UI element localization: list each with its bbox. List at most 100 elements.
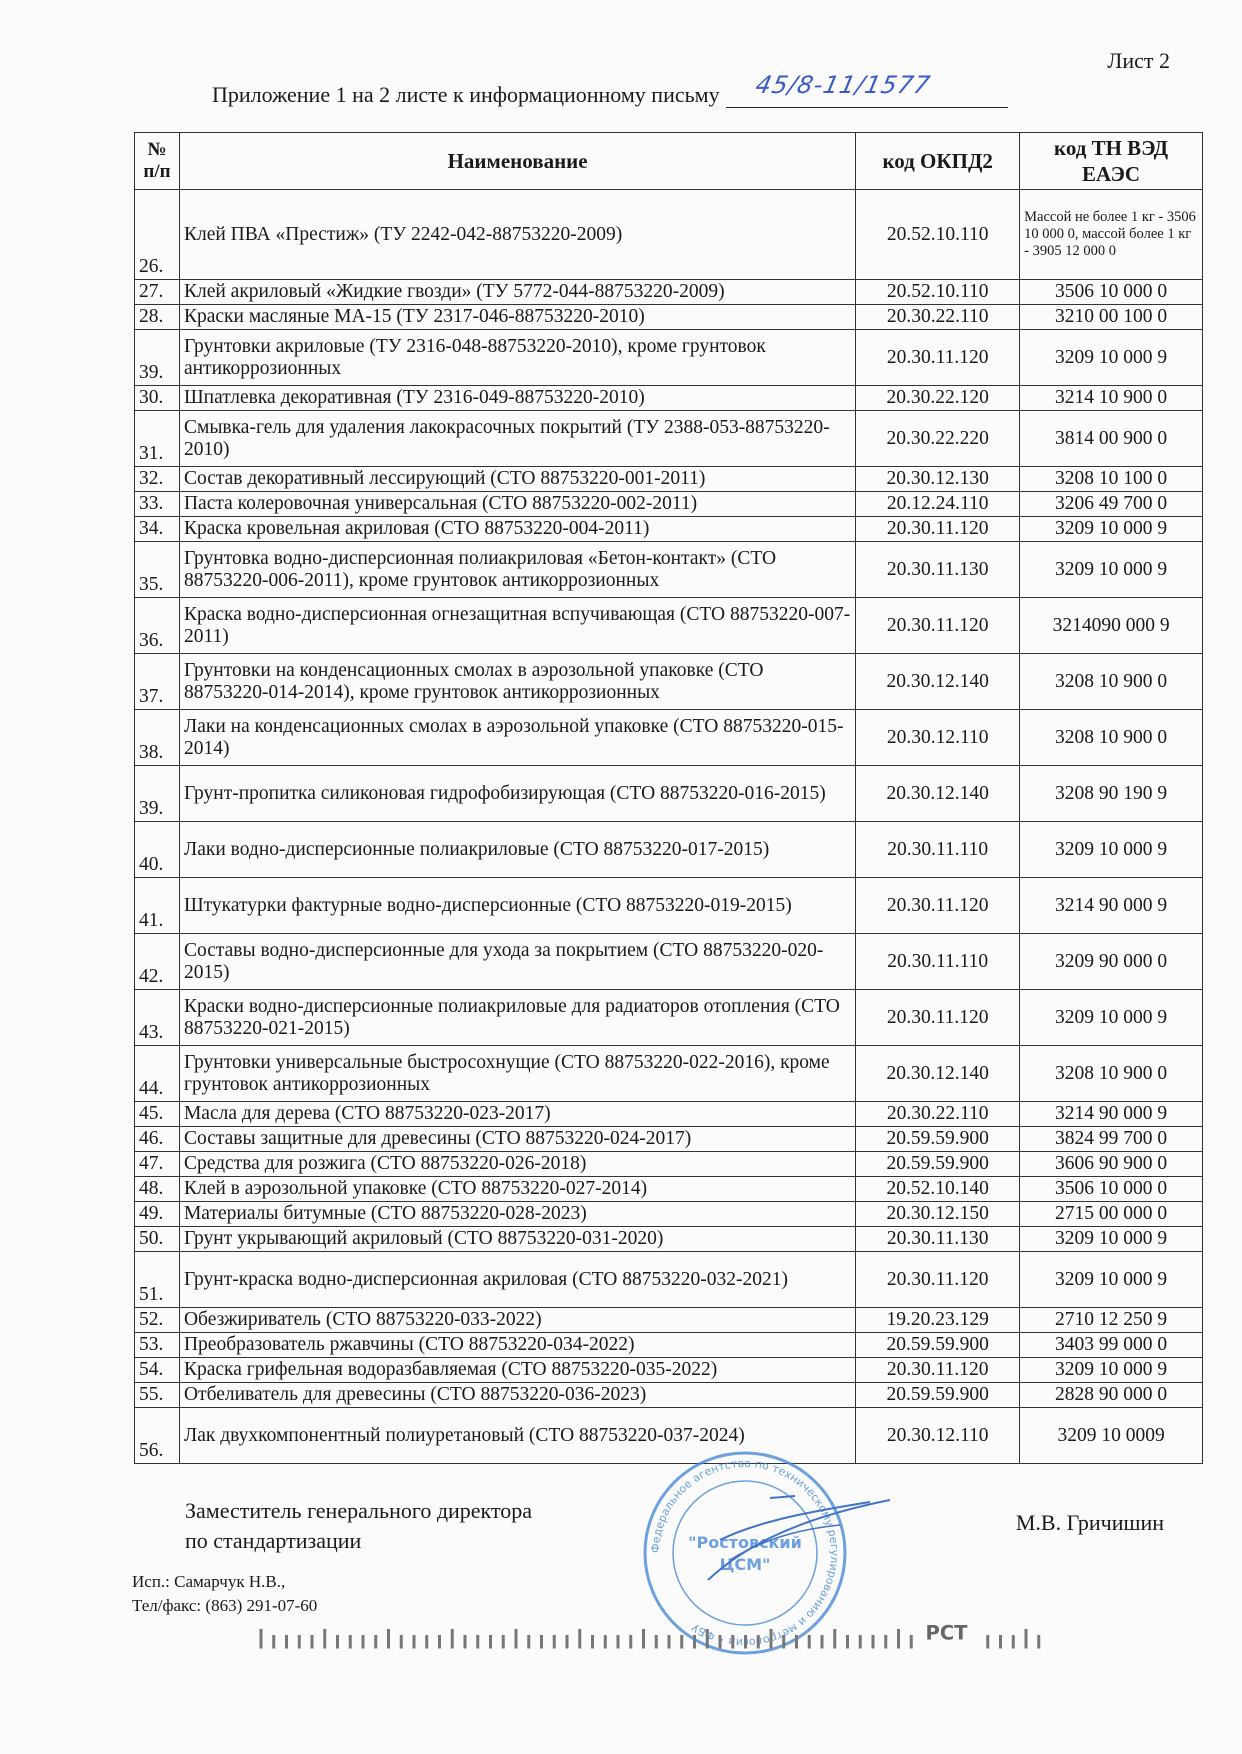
table-row: 28. Краски масляные МА-15 (ТУ 2317-046-88… [134,304,1203,330]
strip-mark [833,1629,837,1649]
strip-mark [336,1635,339,1649]
okpd2-code: 20.30.12.140 [855,765,1021,822]
strip-mark [412,1635,416,1649]
row-number: 34. [134,516,180,542]
strip-mark [616,1635,620,1649]
tnved-code: 3814 00 900 0 [1019,410,1203,467]
strip-mark [999,1635,1002,1649]
row-number: 32. [134,466,180,492]
product-name: Клей в аэрозольной упаковке (СТО 8875322… [178,1176,857,1202]
strip-mark [693,1635,696,1649]
table-row: 44. Грунтовки универсальные быстросохнущи… [134,1045,1203,1102]
row-number: 48. [134,1176,180,1202]
tnved-code: 2828 90 000 0 [1019,1382,1203,1408]
strip-mark [374,1635,378,1649]
strip-mark [348,1635,352,1649]
tnved-code: 3506 10 000 0 [1019,279,1203,305]
tnved-code: 3214090 000 9 [1019,597,1203,654]
row-number: 37. [134,653,180,710]
sheet-number: Лист 2 [1107,48,1170,73]
tnved-code: 3214 10 900 0 [1019,385,1203,411]
tnved-code: 3214 90 000 9 [1019,1101,1203,1127]
okpd2-code: 20.30.12.110 [855,1407,1021,1464]
row-number: 36. [134,597,180,654]
tnved-code: 3206 49 700 0 [1019,491,1203,517]
product-name: Грунтовки акриловые (ТУ 2316-048-8875322… [178,329,857,386]
table-row: 39. Грунт-пропитка силиконовая гидрофобиз… [134,765,1203,822]
table-body: 26. Клей ПВА «Престиж» (ТУ 2242-042-88753… [134,189,1203,1464]
okpd2-code: 20.30.22.120 [855,385,1021,411]
strip-mark [705,1629,709,1649]
okpd2-code: 20.59.59.900 [855,1332,1021,1358]
product-name: Грунтовка водно-дисперсионная полиакрило… [178,541,857,598]
okpd2-code: 20.30.22.110 [855,304,1021,330]
okpd2-code: 20.30.11.120 [855,329,1021,386]
position-line-1: Заместитель генерального директора [185,1498,533,1523]
strip-mark [769,1629,773,1649]
strip-mark [1011,1635,1015,1649]
product-name: Краска грифельная водоразбавляемая (СТО … [178,1357,857,1383]
row-number: 43. [134,989,180,1046]
row-number: 35. [134,541,180,598]
okpd2-code: 20.59.59.900 [855,1382,1021,1408]
strip-mark [642,1629,645,1649]
strip-mark [1037,1635,1041,1649]
row-number: 28. [134,304,180,330]
strip-mark [578,1629,582,1649]
strip-mark [438,1635,441,1649]
row-number: 33. [134,491,180,517]
okpd2-code: 20.30.11.120 [855,1357,1021,1383]
okpd2-code: 20.59.59.900 [855,1126,1021,1152]
product-name: Клей акриловый «Жидкие гвозди» (ТУ 5772-… [178,279,857,305]
table-row: 50. Грунт укрывающий акриловый (СТО 88753… [134,1226,1203,1252]
appendix-title: Приложение 1 на 2 листе к информационном… [212,71,1008,108]
strip-mark [425,1635,429,1649]
strip-mark [629,1635,633,1649]
tnved-code: 3208 10 900 0 [1019,709,1203,766]
row-number: 39. [134,765,180,822]
okpd2-code: 20.30.11.120 [855,1251,1021,1308]
product-name: Паста колеровочная универсальная (СТО 88… [178,491,857,517]
tnved-code: 3208 90 190 9 [1019,765,1203,822]
row-number: 55. [134,1382,180,1408]
row-number: 56. [134,1407,180,1464]
product-name: Краска кровельная акриловая (СТО 8875322… [178,516,857,542]
row-number: 47. [134,1151,180,1177]
letter-number-handwritten: 45/8-11/1577 [752,71,933,99]
strip-mark [782,1635,786,1649]
product-name: Грунтовки на конденсационных смолах в аэ… [178,653,857,710]
product-name: Составы водно-дисперсионные для ухода за… [178,933,857,990]
tnved-code: 3506 10 000 0 [1019,1176,1203,1202]
product-name: Обезжириватель (СТО 88753220-033-2022) [178,1307,857,1333]
table-row: 39. Грунтовки акриловые (ТУ 2316-048-8875… [134,329,1203,386]
table-row: 47. Средства для розжига (СТО 88753220-02… [134,1151,1203,1177]
strip-mark [718,1635,722,1649]
tnved-code: 3824 99 700 0 [1019,1126,1203,1152]
row-number: 27. [134,279,180,305]
tnved-code: 3209 10 000 9 [1019,541,1203,598]
executor-name: Исп.: Самарчук Н.В., [132,1572,286,1591]
strip-mark [820,1635,824,1649]
tnved-code: 3208 10 900 0 [1019,1045,1203,1102]
strip-mark [744,1635,747,1649]
tnved-code: 3209 90 000 0 [1019,933,1203,990]
table-row: 53. Преобразователь ржавчины (СТО 8875322… [134,1332,1203,1358]
col-okpd-header: код ОКПД2 [855,132,1021,190]
row-number: 46. [134,1126,180,1152]
strip-mark [667,1635,671,1649]
strip-mark [731,1635,735,1649]
row-number: 31. [134,410,180,467]
col-number-header: № п/п [134,132,180,190]
strip-mark [463,1635,467,1649]
strip-mark [272,1635,276,1649]
tnved-code: 3209 10 000 9 [1019,989,1203,1046]
letter-number-line: 45/8-11/1577 [725,71,1008,108]
okpd2-code: 20.30.11.110 [855,933,1021,990]
product-name: Грунтовки универсальные быстросохнущие (… [178,1045,857,1102]
appendix-text: Приложение 1 на 2 листе к информационном… [212,82,720,107]
product-name: Штукатурки фактурные водно-дисперсионные… [178,877,857,934]
strip-mark [552,1635,556,1649]
tnved-code: 2715 00 000 0 [1019,1201,1203,1227]
okpd2-code: 20.30.11.120 [855,989,1021,1046]
table-row: 49. Материалы битумные (СТО 88753220-028-… [134,1201,1203,1227]
